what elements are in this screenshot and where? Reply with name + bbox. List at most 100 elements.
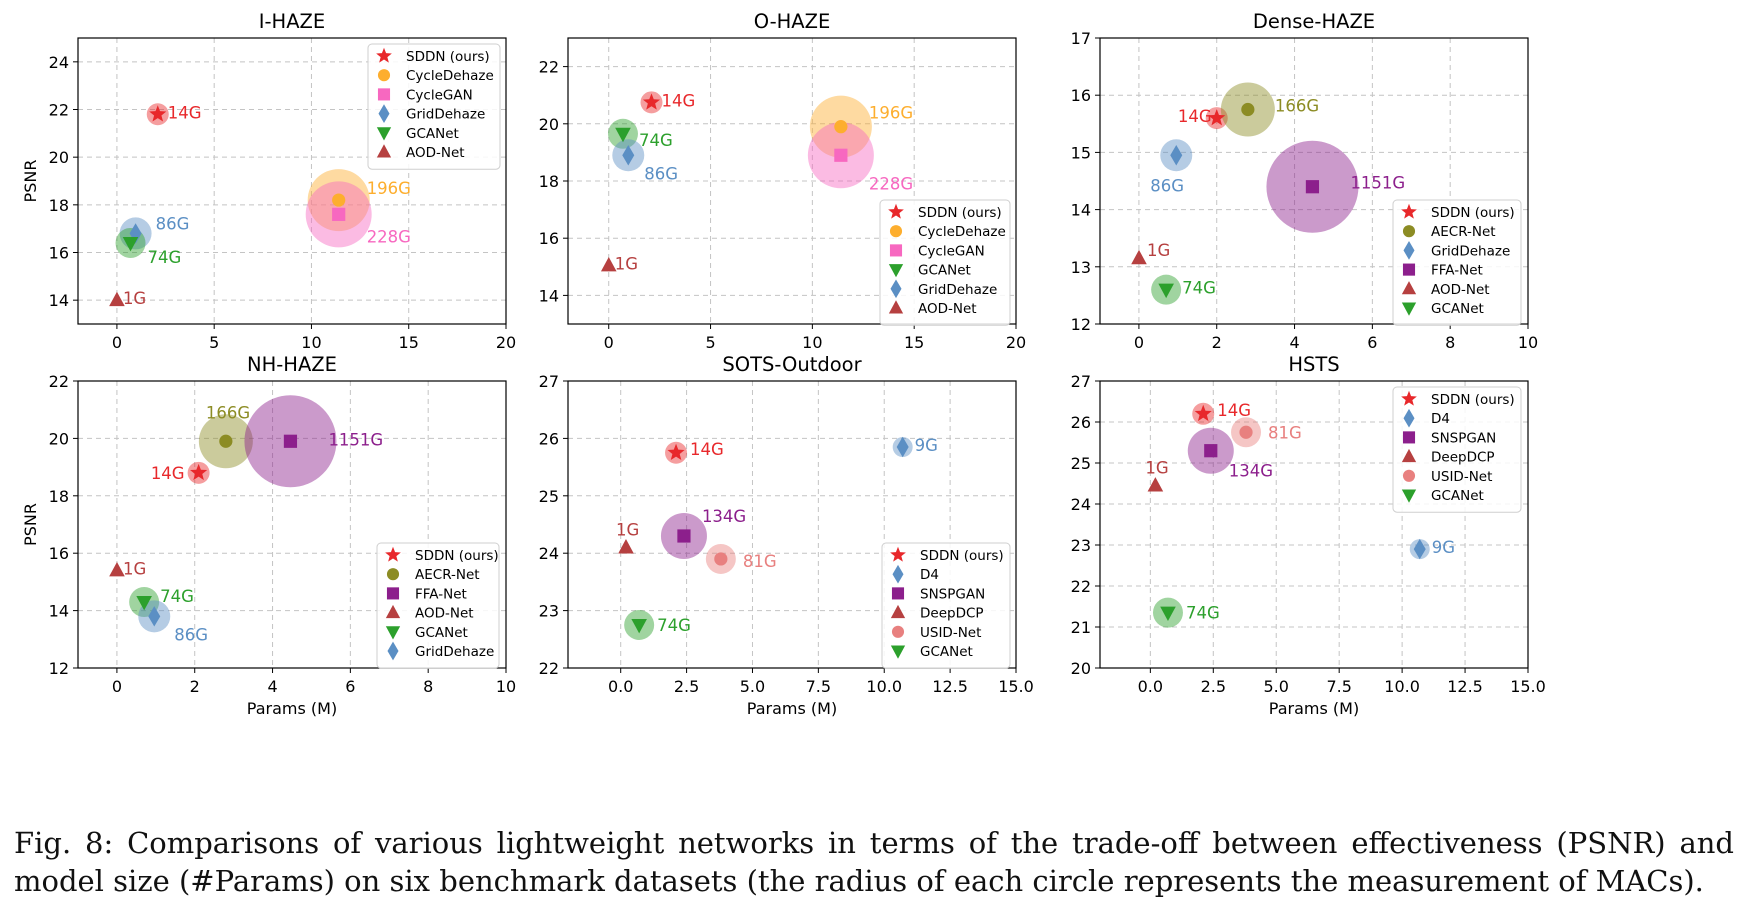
legend-marker-ffa-net [386,587,400,600]
legend-label-cyclegan: CycleGAN [918,243,985,259]
macs-label-gcanet: 74G [1186,604,1220,623]
macs-label-aod-net: 1G [1147,241,1170,260]
legend-marker-aecr-net [1402,225,1416,238]
macs-label-griddehaze: 86G [1150,176,1184,195]
legend-marker-aod-net [1401,281,1417,295]
x-tick-label: 20 [1006,333,1026,352]
y-tick-label: 12 [1071,315,1091,334]
data-point-gcanet [1160,606,1176,622]
macs-label-aod-net: 1G [123,289,146,308]
x-tick-label: 10.0 [1384,677,1420,696]
legend-marker-griddehaze [378,104,390,123]
data-point-aecr-net [1241,102,1255,117]
x-tick-label: 7.5 [806,677,831,696]
legend-box [1392,199,1522,326]
macs-label-aod-net: 1G [615,254,638,273]
chart-title: NH-HAZE [247,353,337,376]
data-point-aod-net [600,256,617,272]
data-point-sddn-ours [667,443,685,461]
macs-label-snspgan: 134G [702,507,746,526]
x-axis-label: Params (M) [247,699,337,718]
y-tick-label: 22 [49,372,69,391]
legend-marker-cyclegan [377,88,391,101]
macs-label-sddn-ours: 14G [690,440,724,459]
macs-label-griddehaze: 86G [644,164,678,183]
y-tick-label: 25 [1071,454,1091,473]
legend-marker-griddehaze [387,641,399,661]
macs-label-cyclegan: 228G [367,227,411,246]
x-tick-label: 12.5 [932,677,968,696]
legend-label-d4: D4 [1431,411,1450,427]
legend-label-aecr-net: AECR-Net [415,567,480,583]
macs-label-sddn-ours: 14G [151,464,185,483]
legend: SDDN (ours) AECR-Net GridDehaze FFA-Net AOD-… [1392,199,1522,326]
y-tick-label: 18 [49,196,69,215]
x-tick-label: 12.5 [1447,677,1483,696]
y-tick-label: 21 [1071,618,1091,637]
legend-box [376,542,500,669]
y-tick-label: 18 [49,487,69,506]
legend-marker-usid-net [891,625,905,638]
axes-frame [1099,37,1529,325]
y-tick-label: 14 [49,602,69,621]
data-point-gcanet [631,618,647,634]
data-point-aecr-net [219,434,233,448]
y-tick-label: 20 [49,429,69,448]
macs-label-griddehaze: 86G [174,625,208,644]
x-tick-label: 4 [1289,333,1299,352]
x-tick-label: 2.5 [674,677,699,696]
data-point-cyclegan [834,148,848,162]
data-point-usid-net [1239,425,1253,439]
y-tick-label: 23 [1071,536,1091,555]
x-tick-label: 15.0 [1510,677,1546,696]
x-tick-label: 0 [1134,333,1144,352]
legend-label-gcanet: GCANet [920,644,973,660]
legend-label-griddehaze: GridDehaze [415,644,494,660]
legend-label-gcanet: GCANet [415,625,468,641]
legend-label-cycledehaze: CycleDehaze [406,68,494,84]
x-tick-label: 6 [1367,333,1377,352]
x-tick-label: 10 [301,333,321,352]
legend-label-ffa-net: FFA-Net [415,586,467,602]
data-point-griddehaze [1170,145,1183,166]
x-tick-label: 2.5 [1201,677,1226,696]
macs-label-d4: 9G [915,436,938,455]
y-tick-label: 27 [1071,372,1091,391]
legend-label-deepdcp: DeepDCP [920,606,984,622]
x-tick-label: 4 [267,677,277,696]
legend-label-sddn-ours: SDDN (ours) [406,49,490,65]
legend-label-cyclegan: CycleGAN [406,87,473,103]
x-tick-label: 2 [190,677,200,696]
y-tick-label: 20 [539,115,559,134]
data-point-ffa-net [1305,180,1320,194]
macs-label-gcanet: 74G [657,616,691,635]
macs-label-cycledehaze: 196G [367,179,411,198]
data-point-sddn-ours [149,105,167,122]
legend-label-d4: D4 [920,567,939,583]
legend-label-griddehaze: GridDehaze [918,282,997,298]
data-point-griddehaze [148,606,161,627]
legend-marker-gcanet [376,127,392,141]
legend: SDDN (ours) AECR-Net FFA-Net AOD-Net GCANet G… [376,542,500,669]
y-tick-label: 22 [1071,577,1091,596]
x-axis-label: Params (M) [1269,699,1359,718]
y-tick-label: 18 [539,172,559,191]
legend-box [367,43,501,170]
x-tick-label: 8 [1445,333,1455,352]
data-point-sddn-ours [1194,404,1212,422]
macs-label-gcanet: 74G [160,587,194,606]
legend-marker-d4 [892,564,904,584]
legend-marker-sddn-ours [1401,203,1417,219]
y-tick-label: 16 [539,229,559,248]
data-point-aod-net [109,291,125,307]
legend-label-snspgan: SNSPGAN [920,586,985,602]
legend-box [1392,386,1522,513]
macs-label-sddn-ours: 14G [168,103,202,122]
figure-caption: Fig. 8: Comparisons of various lightweig… [14,826,1734,898]
y-tick-label: 16 [49,244,69,263]
data-point-snspgan [677,529,691,543]
legend-label-sddn-ours: SDDN (ours) [1431,392,1515,408]
x-tick-label: 0.0 [608,677,633,696]
macs-label-usid-net: 81G [743,552,777,571]
